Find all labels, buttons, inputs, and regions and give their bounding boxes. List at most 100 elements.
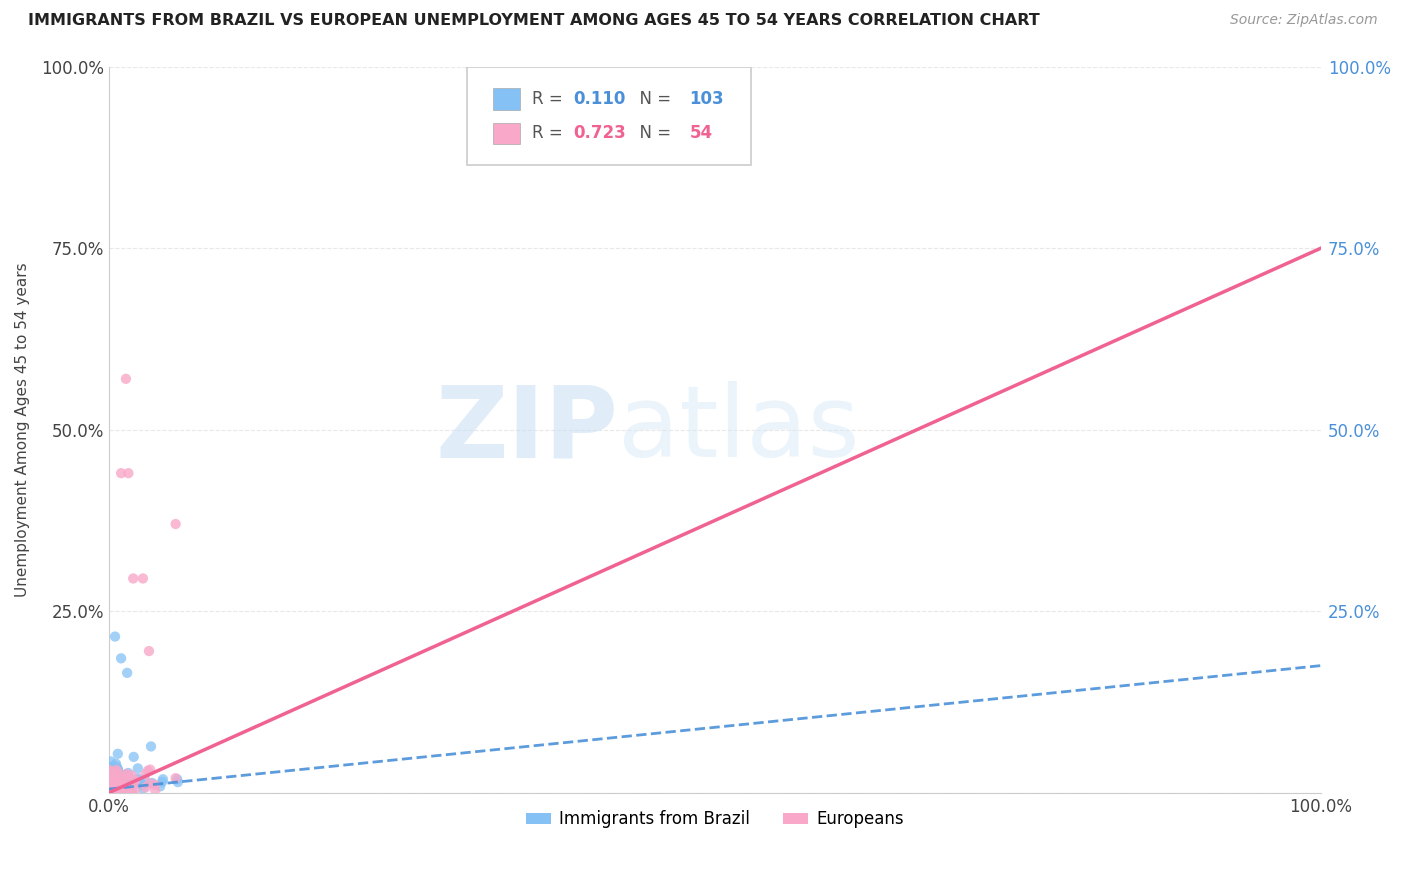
Text: N =: N =: [628, 90, 676, 108]
Point: [100, 783, 122, 797]
Point: [165, 771, 187, 785]
Point: [152, 772, 174, 787]
Point: [105, 781, 128, 796]
Point: [103, 777, 125, 791]
Point: [108, 777, 131, 791]
Point: [100, 782, 122, 797]
Point: [100, 755, 122, 769]
Text: N =: N =: [628, 124, 676, 143]
Text: 54: 54: [689, 124, 713, 143]
Point: [98, 778, 121, 792]
Text: 0.110: 0.110: [574, 90, 626, 108]
Point: [98, 774, 121, 789]
Point: [114, 785, 136, 799]
Point: [124, 776, 146, 790]
Point: [124, 772, 146, 787]
Text: ZIP: ZIP: [436, 381, 619, 478]
Point: [101, 783, 124, 797]
Point: [117, 466, 139, 480]
Point: [104, 785, 127, 799]
Point: [166, 772, 188, 787]
Point: [115, 783, 138, 797]
Point: [108, 780, 131, 794]
Point: [117, 771, 139, 785]
Point: [98, 785, 121, 799]
Point: [111, 774, 134, 789]
Point: [103, 782, 125, 797]
Point: [132, 781, 155, 796]
Text: 103: 103: [689, 90, 724, 108]
Point: [100, 773, 122, 788]
Point: [111, 773, 134, 788]
Point: [98, 764, 121, 778]
Point: [135, 780, 157, 795]
Point: [114, 784, 136, 798]
Point: [131, 777, 153, 791]
Point: [98, 764, 121, 778]
Point: [98, 770, 121, 784]
Text: atlas: atlas: [619, 381, 859, 478]
Point: [98, 784, 121, 798]
Point: [104, 756, 127, 771]
Point: [117, 766, 139, 780]
Point: [115, 780, 138, 794]
Point: [112, 782, 135, 797]
Point: [104, 781, 127, 796]
Point: [110, 784, 132, 798]
Point: [121, 785, 143, 799]
Point: [101, 776, 124, 790]
Point: [127, 761, 149, 775]
Point: [143, 778, 166, 792]
Point: [103, 784, 125, 798]
Point: [112, 782, 135, 797]
Point: [105, 763, 128, 777]
Point: [134, 772, 156, 787]
Point: [101, 774, 124, 789]
Point: [110, 466, 132, 480]
Point: [165, 516, 187, 531]
Point: [115, 778, 138, 792]
Point: [105, 781, 128, 796]
Point: [149, 780, 172, 794]
Point: [122, 777, 145, 791]
Point: [98, 769, 121, 783]
Point: [104, 767, 127, 781]
Y-axis label: Unemployment Among Ages 45 to 54 years: Unemployment Among Ages 45 to 54 years: [15, 262, 30, 597]
Point: [107, 747, 129, 761]
Text: R =: R =: [531, 90, 568, 108]
Point: [104, 772, 127, 787]
Point: [122, 572, 145, 586]
Point: [105, 764, 128, 779]
Point: [98, 781, 121, 796]
Point: [98, 783, 121, 797]
Point: [112, 774, 135, 789]
Point: [105, 784, 128, 798]
Point: [114, 768, 136, 782]
Point: [100, 778, 122, 792]
Point: [98, 775, 121, 789]
Point: [110, 776, 132, 790]
Point: [139, 763, 162, 777]
Point: [107, 764, 129, 778]
Point: [105, 781, 128, 796]
Point: [103, 781, 125, 796]
Point: [115, 767, 138, 781]
Point: [111, 780, 134, 795]
Point: [114, 782, 136, 797]
Point: [98, 781, 121, 796]
Point: [100, 784, 122, 798]
Text: R =: R =: [531, 124, 568, 143]
Text: Source: ZipAtlas.com: Source: ZipAtlas.com: [1230, 13, 1378, 28]
Point: [98, 782, 121, 797]
FancyBboxPatch shape: [467, 67, 751, 165]
Point: [103, 785, 125, 799]
Point: [100, 784, 122, 798]
Point: [98, 777, 121, 791]
Point: [150, 774, 173, 789]
Point: [105, 775, 128, 789]
Point: [100, 768, 122, 782]
Point: [117, 774, 139, 789]
Point: [98, 780, 121, 794]
Point: [107, 777, 129, 791]
Point: [120, 783, 142, 797]
